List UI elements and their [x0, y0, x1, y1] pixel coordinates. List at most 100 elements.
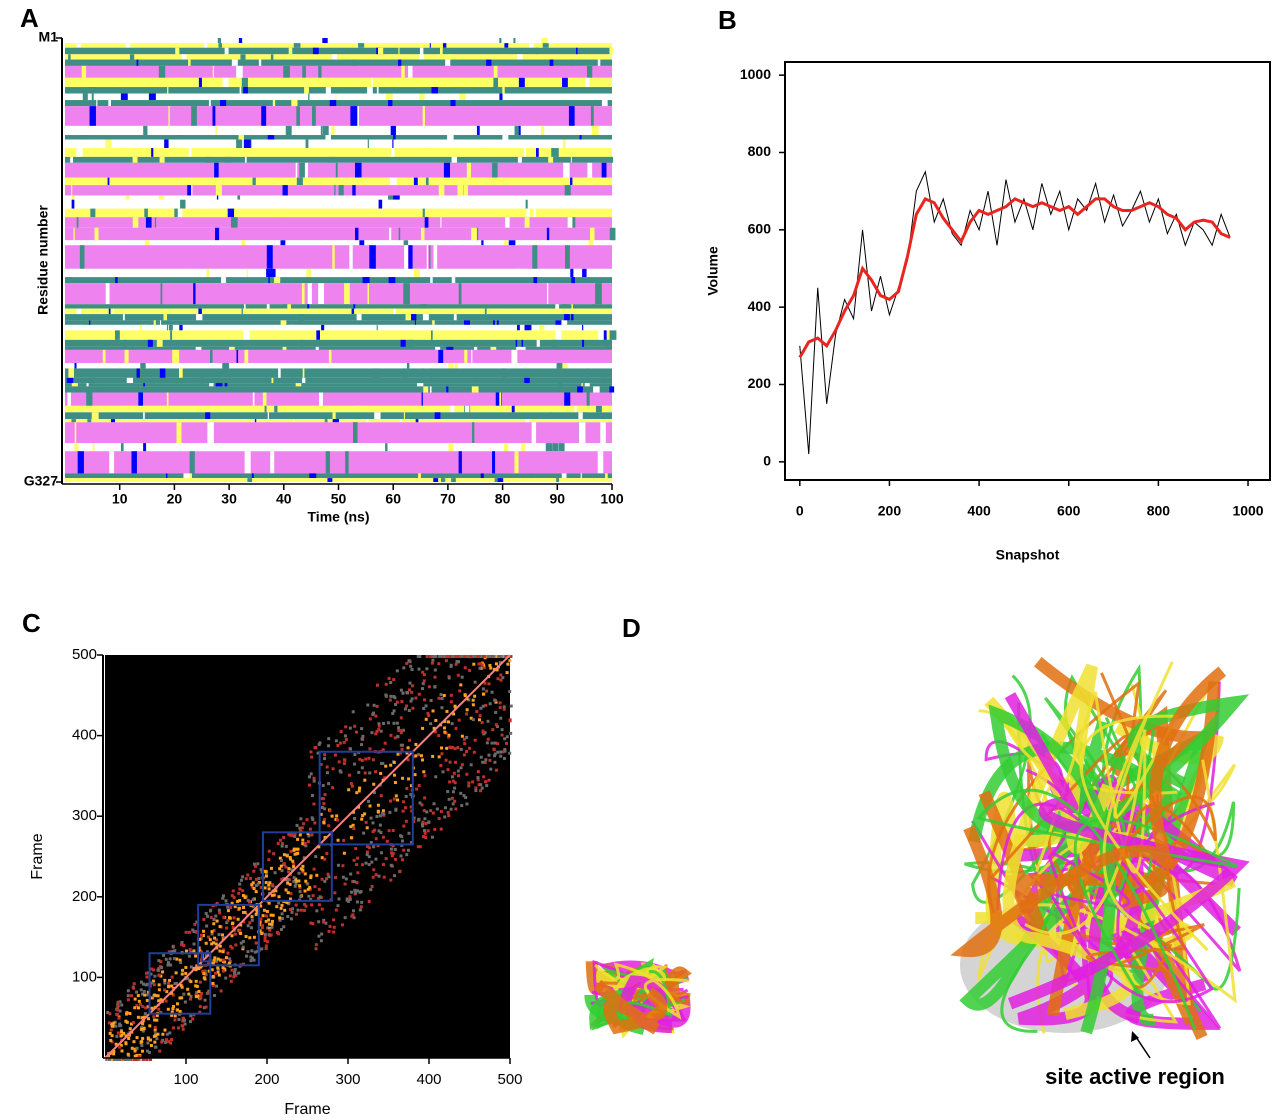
matrix-cell [298, 890, 302, 894]
matrix-cell [365, 850, 369, 854]
structure-noise [398, 47, 400, 55]
matrix-cell [313, 821, 317, 825]
matrix-cell [184, 930, 188, 934]
structure-band [65, 135, 612, 140]
matrix-cell [267, 918, 271, 922]
matrix-cell [405, 704, 409, 708]
matrix-cell [434, 718, 438, 722]
matrix-cell [264, 919, 268, 923]
matrix-cell [339, 770, 343, 774]
matrix-cell [146, 1036, 150, 1040]
matrix-cell [211, 981, 215, 985]
structure-noise [514, 451, 519, 474]
structure-noise [502, 54, 506, 60]
matrix-cell [439, 763, 443, 767]
matrix-cell [322, 920, 326, 924]
matrix-cell [370, 731, 374, 735]
structure-noise [414, 320, 417, 325]
matrix-cell [485, 784, 489, 788]
structure-noise [570, 156, 572, 163]
matrix-cell [400, 728, 404, 732]
matrix-cell [135, 1046, 139, 1050]
matrix-cell [198, 1010, 202, 1014]
structure-noise [451, 478, 456, 482]
matrix-cell [492, 655, 496, 658]
matrix-cell [204, 972, 208, 976]
structure-noise [220, 100, 227, 107]
structure-noise [582, 324, 584, 331]
structure-noise [504, 43, 509, 48]
matrix-cell [241, 889, 245, 893]
matrix-cell [252, 958, 256, 962]
structure-band [65, 156, 612, 163]
matrix-cell [453, 786, 457, 790]
y-tick-label: 200 [72, 888, 97, 905]
matrix-cell [317, 887, 321, 891]
matrix-cell [241, 894, 245, 898]
matrix-cell [319, 812, 323, 816]
matrix-cell [479, 655, 483, 658]
structure-noise [166, 324, 169, 331]
structure-noise [88, 320, 91, 325]
structure-noise [513, 38, 516, 44]
structure-noise [205, 156, 213, 163]
structure-noise [322, 125, 329, 136]
structure-noise [530, 199, 535, 209]
matrix-cell [451, 790, 455, 794]
matrix-cell [482, 655, 486, 658]
matrix-cell [285, 901, 289, 905]
structure-noise [264, 405, 267, 413]
matrix-cell [150, 1006, 154, 1010]
structure-noise [335, 162, 338, 178]
structure-noise [179, 368, 183, 378]
matrix-cell [118, 1009, 122, 1013]
structure-noise [265, 377, 268, 384]
matrix-cell [363, 812, 367, 816]
matrix-cell [320, 932, 324, 936]
structure-noise [499, 392, 502, 406]
structure-noise [422, 106, 425, 126]
matrix-cell [334, 876, 338, 880]
matrix-cell [146, 1005, 150, 1009]
matrix-cell [110, 1058, 114, 1061]
structure-noise [511, 405, 515, 413]
matrix-cell [327, 875, 331, 879]
matrix-cell [267, 887, 271, 891]
matrix-cell [256, 882, 260, 886]
matrix-cell [155, 1013, 159, 1017]
matrix-cell [488, 663, 492, 667]
matrix-cell [465, 655, 469, 658]
matrix-cell [159, 998, 163, 1002]
structure-noise [372, 368, 380, 378]
matrix-cell [128, 1027, 132, 1031]
matrix-cell [282, 925, 286, 929]
matrix-cell [490, 741, 494, 745]
matrix-cell [197, 946, 201, 950]
matrix-cell [399, 688, 403, 692]
matrix-cell [468, 655, 472, 658]
matrix-cell [362, 831, 366, 835]
matrix-cell [196, 994, 200, 998]
structure-noise [177, 135, 182, 140]
structure-noise [493, 77, 499, 88]
matrix-cell [391, 852, 395, 856]
structure-band [65, 77, 612, 88]
structure-noise [399, 419, 402, 423]
matrix-cell [217, 908, 221, 912]
matrix-cell [349, 836, 353, 840]
matrix-cell [493, 754, 497, 758]
matrix-cell [299, 817, 303, 821]
structure-noise [167, 87, 169, 94]
matrix-cell [342, 762, 346, 766]
matrix-cell [252, 862, 256, 866]
structure-noise [470, 177, 475, 186]
matrix-cell [127, 1037, 131, 1041]
structure-band [65, 330, 612, 340]
matrix-cell [496, 742, 500, 746]
structure-noise [246, 268, 248, 278]
matrix-cell [236, 917, 240, 921]
matrix-cell [432, 655, 436, 658]
structure-noise [581, 383, 583, 387]
matrix-cell [212, 928, 216, 932]
structure-noise [438, 54, 440, 60]
